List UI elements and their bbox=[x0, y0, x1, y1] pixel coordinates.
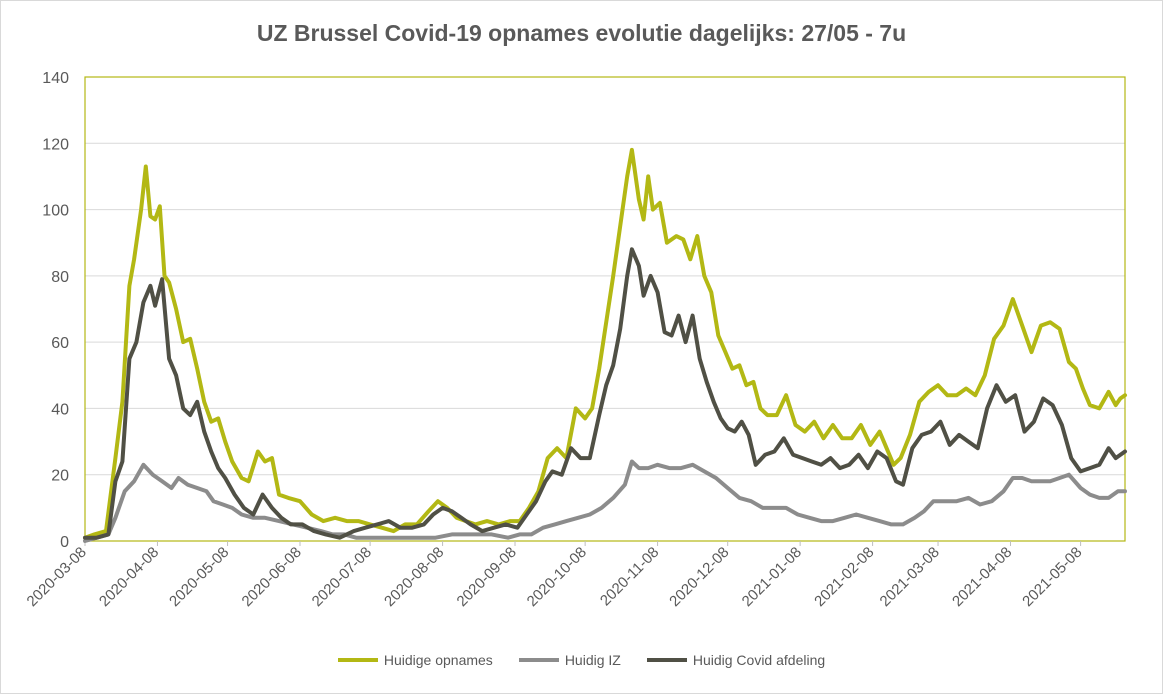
plot-area-border bbox=[84, 76, 1126, 542]
x-tick-label: 2021-03-08 bbox=[877, 544, 943, 610]
legend-swatch bbox=[518, 658, 559, 662]
x-tick-label: 2021-04-08 bbox=[949, 544, 1015, 610]
legend-swatch bbox=[337, 658, 378, 662]
x-tick-label: 2020-04-08 bbox=[96, 544, 162, 610]
x-tick-label: 2020-05-08 bbox=[166, 544, 232, 610]
series-line-2 bbox=[83, 247, 1127, 540]
series-lines bbox=[83, 147, 1127, 543]
y-tick-labels: 0 20 40 60 80 100 120 140 bbox=[42, 70, 69, 551]
legend-label: Huidig IZ bbox=[564, 652, 621, 668]
y-tick-label: 0 bbox=[60, 534, 69, 551]
y-tick-label: 80 bbox=[51, 269, 69, 286]
x-tick-label: 2020-11-08 bbox=[597, 544, 662, 609]
x-tick-label: 2020-08-08 bbox=[381, 544, 447, 610]
x-tick-labels: 2020-03-08 2020-04-08 2020-05-08 2020-06-08… bbox=[24, 541, 1085, 610]
x-tick-label: 2020-10-08 bbox=[524, 544, 590, 610]
legend: Huidige opnames Huidig IZ Huidig Covid afd… bbox=[0, 652, 1163, 668]
series-line-0 bbox=[83, 147, 1127, 540]
x-tick-label: 2021-01-08 bbox=[739, 544, 805, 610]
x-tick-label: 2020-07-08 bbox=[309, 544, 375, 610]
x-tick-label: 2020-03-08 bbox=[24, 544, 90, 610]
y-tick-label: 100 bbox=[42, 203, 69, 220]
legend-item: Huidig Covid afdeling bbox=[646, 652, 826, 668]
y-tick-label: 120 bbox=[42, 136, 69, 153]
y-tick-label: 40 bbox=[51, 401, 69, 418]
y-tick-label: 140 bbox=[42, 70, 69, 87]
chart-title: UZ Brussel Covid-19 opnames evolutie dag… bbox=[256, 20, 907, 46]
legend-item: Huidig IZ bbox=[518, 652, 621, 668]
gridlines bbox=[85, 76, 1125, 542]
legend-item: Huidige opnames bbox=[337, 652, 493, 668]
x-tick-label: 2020-12-08 bbox=[666, 544, 732, 610]
x-tick-label: 2020-09-08 bbox=[454, 544, 520, 610]
series-line-1 bbox=[83, 459, 1127, 543]
x-tick-label: 2021-02-08 bbox=[811, 544, 877, 610]
x-tick-label: 2021-05-08 bbox=[1019, 544, 1085, 610]
legend-label: Huidige opnames bbox=[383, 652, 493, 668]
legend-swatch bbox=[646, 658, 687, 662]
x-tick-label: 2020-06-08 bbox=[239, 544, 305, 610]
y-tick-label: 20 bbox=[51, 468, 69, 485]
legend-label: Huidig Covid afdeling bbox=[692, 652, 826, 668]
y-tick-label: 60 bbox=[51, 335, 69, 352]
